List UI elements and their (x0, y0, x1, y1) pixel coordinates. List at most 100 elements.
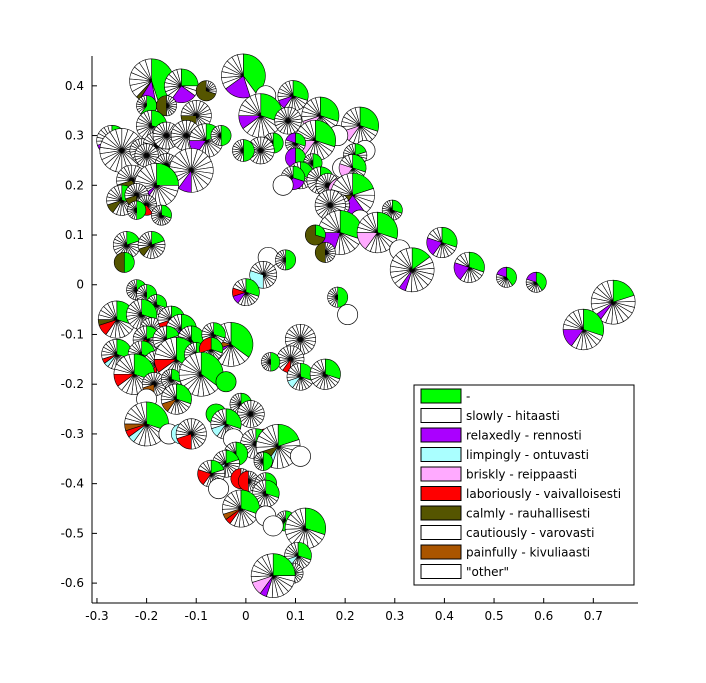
legend-label: painfully - kivuliaasti (466, 546, 590, 560)
pie-slice (337, 304, 359, 326)
pie-slice (137, 340, 142, 355)
pie-point (327, 286, 349, 308)
x-tick-label: 0.1 (286, 609, 305, 623)
y-tick-label: -0.3 (61, 427, 84, 441)
pie-slice (142, 325, 147, 340)
pie-slice (285, 249, 296, 271)
pie-point (237, 400, 265, 428)
pie-slice (123, 251, 135, 273)
pie-point (134, 143, 159, 168)
pie-slice (215, 371, 237, 393)
pie-point (590, 279, 636, 325)
pie-point (232, 139, 255, 162)
pie-point (251, 479, 280, 508)
pie-slice (314, 242, 326, 263)
legend-entry: - (420, 388, 470, 404)
pie-slice (208, 478, 230, 500)
x-tick-label: -0.3 (85, 609, 108, 623)
y-tick-label: -0.4 (61, 477, 84, 491)
pie-slice (296, 362, 301, 377)
pie-slice (245, 278, 260, 297)
pie-slice (176, 68, 182, 86)
x-tick-label: 0 (242, 609, 250, 623)
legend-swatch (420, 505, 462, 521)
pie-point (261, 352, 281, 372)
pie-slice (222, 449, 227, 464)
pie-slice (258, 260, 264, 275)
pie-slice (243, 139, 255, 162)
pie-slice (171, 383, 177, 400)
pie-point (337, 304, 359, 326)
legend-swatch (420, 486, 462, 501)
legend-label: laboriously - vaivalloisesti (466, 487, 621, 501)
pie-point (137, 231, 166, 259)
pie-slice (436, 226, 443, 243)
pie-point (195, 80, 217, 102)
pie-slice (167, 305, 172, 320)
legend-swatch (420, 564, 462, 579)
pie-point (168, 148, 214, 193)
pie-slice (206, 459, 212, 474)
legend-swatch (420, 525, 462, 540)
pie-slice (351, 143, 356, 156)
pie-slice (262, 451, 273, 471)
legend-label: calmly - rauhallisesti (466, 507, 590, 521)
pie-point (127, 200, 147, 220)
pie-slice (181, 120, 187, 136)
legend-entry: limpingly - ontuvasti (420, 447, 589, 462)
pie-point (232, 278, 260, 307)
pie-slice (221, 408, 227, 425)
legend-label: - (466, 390, 470, 404)
legend-swatch (420, 544, 462, 560)
pie-slice (266, 553, 274, 576)
pie-slice (290, 445, 311, 467)
pie-point (222, 489, 260, 528)
pie-point (221, 53, 266, 99)
x-tick-label: -0.2 (135, 609, 158, 623)
pie-slice (143, 284, 147, 295)
pie-slice (292, 80, 309, 101)
pie-point (210, 125, 232, 146)
pie-point (250, 553, 296, 598)
legend-entry: cautiously - varovasti (420, 525, 594, 540)
pie-slice (289, 165, 294, 178)
pie-slice (147, 231, 152, 246)
pie-slice (150, 162, 157, 186)
pie-slice (283, 106, 289, 121)
pie-point (215, 371, 237, 393)
pie-slice (389, 199, 393, 211)
legend-label: slowly - hitaasti (466, 409, 560, 423)
pie-point (356, 211, 399, 254)
pie-slice (282, 510, 286, 522)
pie-slice (133, 200, 137, 211)
pie-slice (262, 515, 284, 537)
y-tick-label: 0.4 (65, 79, 84, 93)
pie-slice (168, 368, 172, 380)
pie-slice (217, 125, 222, 136)
legend: - slowly - hitaasti relaxedly - rennosti li… (413, 384, 635, 586)
pie-slice (282, 249, 286, 260)
pie-slice (235, 489, 242, 509)
pie-slice (315, 96, 321, 116)
pie-slice (352, 154, 367, 173)
pie-slice (254, 93, 262, 116)
pie-slice (232, 441, 237, 454)
pie-slice (348, 154, 353, 168)
pie-slice (464, 251, 470, 268)
pie-slice (260, 451, 264, 462)
y-tick-label: 0.2 (65, 178, 84, 192)
pie-slice (324, 358, 341, 380)
pie-slice (324, 173, 329, 186)
pie-slice (295, 323, 301, 340)
y-tick-label: -0.1 (61, 327, 84, 341)
pie-slice (346, 172, 353, 196)
pie-slice (334, 210, 341, 233)
pie-slice (133, 183, 137, 196)
pie-slice (147, 110, 152, 126)
y-tick-label: 0.1 (65, 228, 84, 242)
legend-swatch (420, 388, 462, 404)
legend-swatch (420, 408, 462, 423)
pie-slice (192, 342, 197, 355)
pie-point (284, 507, 327, 550)
